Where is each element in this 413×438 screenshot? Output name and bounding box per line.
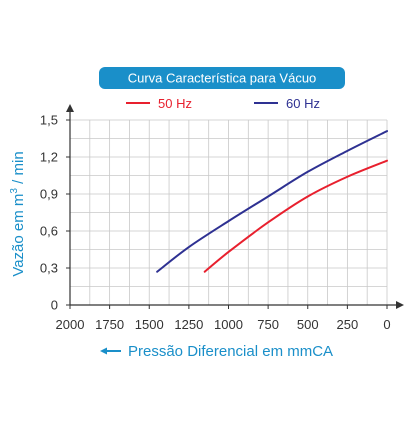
x-tick-label: 0	[383, 317, 390, 332]
series-line-60hz	[156, 130, 388, 273]
x-tick-label: 750	[257, 317, 279, 332]
x-axis-label: Pressão Diferencial em mmCA	[128, 343, 333, 360]
y-tick-label: 0,6	[40, 224, 58, 239]
chart-title: Curva Característica para Vácuo	[128, 71, 317, 86]
grid	[70, 119, 388, 305]
x-axis-arrow	[396, 301, 404, 309]
series-lines	[156, 130, 388, 273]
y-tick-labels: 0 0,3 0,6 0,9 1,2 1,5	[40, 113, 70, 313]
chart-title-banner	[99, 67, 345, 89]
y-tick-label: 1,5	[40, 113, 58, 128]
x-tick-label: 2000	[56, 317, 85, 332]
axes	[66, 104, 404, 309]
series-line-50hz	[203, 159, 388, 273]
x-tick-label: 500	[297, 317, 319, 332]
legend-label-60hz: 60 Hz	[286, 96, 320, 111]
y-axis-label-superscript: 3	[9, 188, 20, 194]
y-tick-label: 0,3	[40, 261, 58, 276]
x-tick-label: 1500	[135, 317, 164, 332]
y-tick-label: 0,9	[40, 187, 58, 202]
y-tick-label: 1,2	[40, 150, 58, 165]
x-tick-label: 1000	[214, 317, 243, 332]
y-axis-arrow	[66, 104, 74, 112]
x-axis-label-group: Pressão Diferencial em mmCA	[100, 343, 333, 360]
y-tick-label: 0	[51, 298, 58, 313]
x-tick-labels: 2000 1750 1500 1250 1000 750 500 250 0	[56, 305, 391, 332]
x-axis-label-arrow-head	[100, 347, 107, 355]
x-tick-label: 1250	[174, 317, 203, 332]
legend: 50 Hz 60 Hz	[126, 96, 320, 111]
x-tick-label: 1750	[95, 317, 124, 332]
legend-label-50hz: 50 Hz	[158, 96, 192, 111]
x-tick-label: 250	[337, 317, 359, 332]
y-axis-label: Vazão em m3 / min	[9, 151, 27, 276]
